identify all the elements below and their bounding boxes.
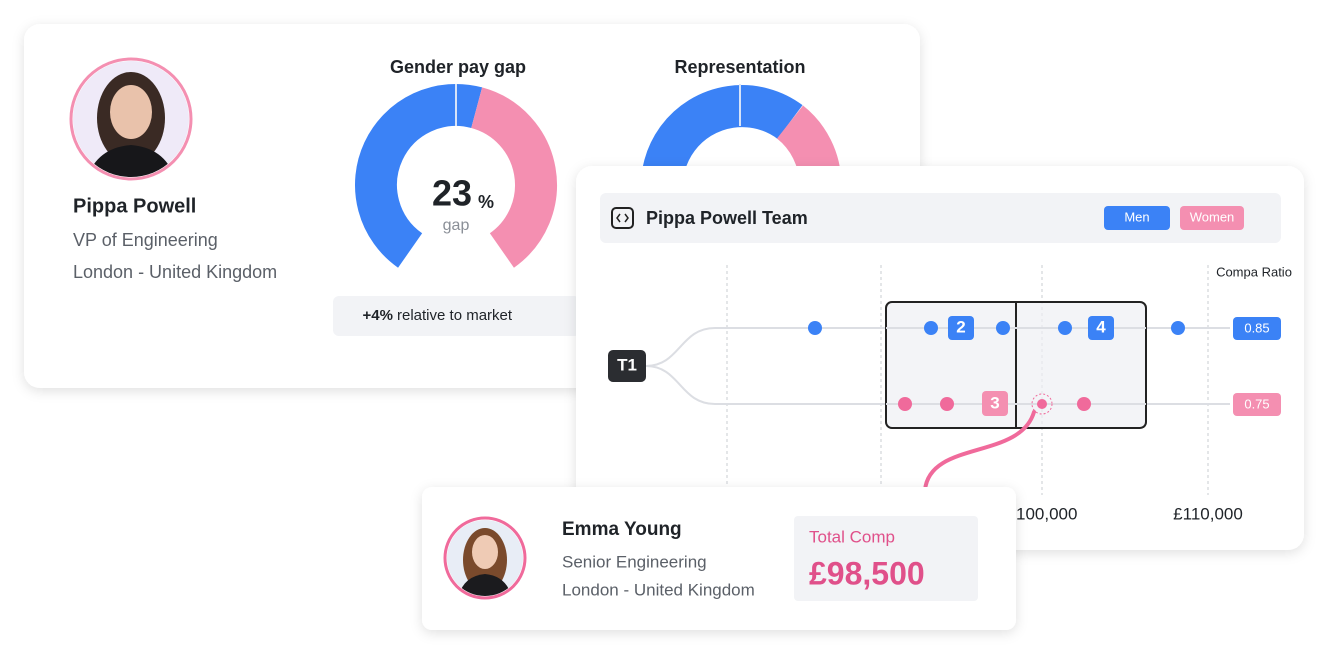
tier-box bbox=[608, 350, 646, 382]
dot bbox=[940, 397, 954, 411]
dot bbox=[808, 321, 822, 335]
legend-women[interactable] bbox=[1180, 206, 1244, 230]
dot bbox=[996, 321, 1010, 335]
comp-box bbox=[794, 516, 978, 601]
dot bbox=[1077, 397, 1091, 411]
profile-card: Pippa Powell VP of Engineering London - … bbox=[24, 24, 920, 388]
team-icon-glyph bbox=[616, 213, 629, 223]
axis-label: Compa Ratio bbox=[1216, 264, 1292, 279]
comp-label: Total Comp bbox=[809, 527, 895, 546]
tree-lines bbox=[645, 327, 1230, 405]
gauge-title: Representation bbox=[674, 57, 805, 77]
ratio-label: 0.75 bbox=[1244, 396, 1269, 411]
name: Pippa Powell bbox=[73, 195, 196, 217]
avatar-face bbox=[472, 535, 498, 569]
avatar bbox=[447, 520, 523, 596]
tier-label: T1 bbox=[617, 355, 637, 374]
team-card: Pippa Powell Team Men Women Compa Ratio … bbox=[576, 166, 1304, 550]
gauge-title: Gender pay gap bbox=[390, 57, 526, 77]
avatar bbox=[73, 61, 189, 177]
location: London - United Kingdom bbox=[562, 580, 755, 599]
location: London - United Kingdom bbox=[73, 262, 277, 282]
legend-men[interactable] bbox=[1104, 206, 1170, 230]
ratio-pill bbox=[1233, 317, 1281, 340]
ratio-label: 0.85 bbox=[1244, 320, 1269, 335]
name: Emma Young bbox=[562, 519, 682, 540]
market-change: +4% bbox=[363, 307, 393, 324]
badge-label: 4 bbox=[1096, 317, 1106, 336]
selected-ring bbox=[1031, 393, 1053, 415]
gap-unit: % bbox=[478, 192, 494, 212]
team-title: Pippa Powell Team bbox=[646, 208, 808, 228]
selected-dot[interactable] bbox=[1037, 399, 1047, 409]
comp-value: £98,500 bbox=[809, 555, 925, 591]
header-bar bbox=[600, 193, 1281, 243]
legend-label[interactable]: Men bbox=[1124, 209, 1149, 224]
market-pill bbox=[333, 296, 580, 336]
gauge-men bbox=[355, 83, 483, 268]
badge bbox=[982, 391, 1008, 416]
dot bbox=[1171, 321, 1185, 335]
dot bbox=[924, 321, 938, 335]
badge-label: 3 bbox=[990, 393, 999, 412]
avatar-face bbox=[110, 85, 152, 139]
badge bbox=[948, 316, 974, 340]
gap-caption: gap bbox=[443, 217, 470, 234]
gap-value: 23 bbox=[432, 173, 472, 214]
ratio-pill bbox=[1233, 393, 1281, 416]
x-label: £110,000 bbox=[1173, 504, 1243, 523]
job-title: Senior Engineering bbox=[562, 552, 707, 571]
legend-label[interactable]: Women bbox=[1190, 209, 1235, 224]
avatar-body bbox=[458, 574, 512, 596]
job-title: VP of Engineering bbox=[73, 230, 218, 250]
women-dots bbox=[898, 397, 1091, 411]
gauge-women bbox=[470, 87, 557, 268]
dot bbox=[1058, 321, 1072, 335]
market-text: relative to market bbox=[397, 307, 513, 324]
avatar-ring bbox=[69, 57, 193, 181]
x-label: £100,000 bbox=[1007, 504, 1078, 523]
dot bbox=[898, 397, 912, 411]
employee-card: Emma Young Senior Engineering London - U… bbox=[422, 487, 1016, 630]
avatar-ring bbox=[443, 516, 527, 600]
men-dots bbox=[808, 321, 1185, 335]
badge bbox=[1088, 316, 1114, 340]
badge-label: 2 bbox=[956, 317, 965, 336]
connector bbox=[923, 410, 1036, 492]
team-icon bbox=[611, 207, 634, 229]
